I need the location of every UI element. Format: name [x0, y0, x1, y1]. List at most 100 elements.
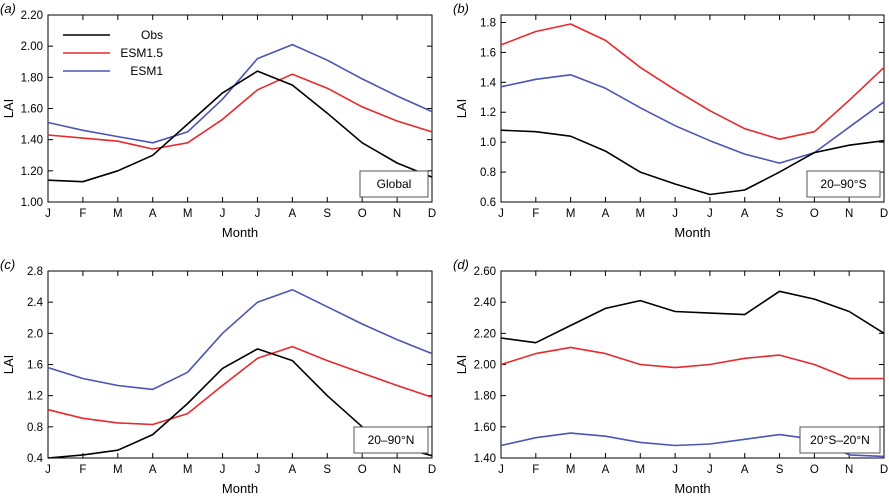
y-axis-label: LAI	[1, 99, 16, 119]
y-tick-label: 1.00	[21, 197, 43, 209]
y-tick-label: 2.60	[474, 266, 496, 278]
x-tick-label: S	[776, 464, 784, 476]
y-tick-label: 2.20	[474, 328, 496, 340]
x-tick-label: M	[183, 464, 193, 476]
x-axis-label: Month	[674, 481, 710, 496]
y-tick-label: 1.2	[27, 391, 43, 403]
legend-label: ESM1	[130, 64, 163, 78]
x-tick-label: A	[602, 208, 610, 220]
x-tick-label: A	[149, 208, 157, 220]
y-axis-label: LAI	[454, 355, 469, 375]
y-tick-label: 1.80	[21, 72, 43, 84]
y-tick-label: 2.00	[474, 360, 496, 372]
x-tick-label: M	[566, 208, 576, 220]
x-tick-label: F	[79, 464, 86, 476]
panel-label: (d)	[453, 257, 469, 272]
chart-panel-2: (b) 0.6 0.8 1.0 1.2 1.4 1.6 1.8 J F M A M J J A S O N D Mont…	[453, 1, 888, 240]
x-tick-label: S	[323, 208, 331, 220]
x-axis-label: Month	[674, 225, 710, 240]
y-tick-label: 1.4	[480, 77, 497, 89]
x-tick-label: N	[393, 208, 401, 220]
region-box	[806, 170, 881, 198]
chart-panel-3: (c) 0.4 0.8 1.2 1.6 2.0 2.4 2.8 J F M A M J J A S O N D Mont…	[0, 257, 436, 496]
y-tick-label: 2.4	[27, 297, 44, 309]
y-tick-label: 0.8	[27, 422, 43, 434]
x-tick-label: J	[255, 464, 261, 476]
y-tick-label: 0.4	[27, 453, 44, 465]
x-tick-label: M	[183, 208, 193, 220]
region-box	[353, 426, 429, 454]
x-tick-label: S	[323, 464, 331, 476]
y-tick-label: 1.60	[474, 422, 496, 434]
x-tick-label: J	[45, 208, 51, 220]
x-axis-label: Month	[222, 481, 258, 496]
region-box	[799, 426, 881, 454]
series-line-obs	[47, 70, 433, 183]
x-tick-label: F	[79, 208, 86, 220]
legend-label: Obs	[141, 28, 163, 42]
chart-panel-4: (d) 1.40 1.60 1.80 2.00 2.20 2.40 2.60 J F M A M J J A S…	[453, 257, 888, 496]
region-label: 20–90°S	[820, 177, 866, 191]
series-line-esm1-5	[47, 73, 433, 150]
x-tick-label: A	[289, 208, 297, 220]
x-tick-label: J	[45, 464, 51, 476]
series-line-esm1	[47, 43, 433, 144]
x-tick-label: D	[428, 464, 436, 476]
x-tick-label: O	[358, 208, 367, 220]
x-tick-label: N	[393, 464, 401, 476]
x-tick-label: J	[672, 464, 678, 476]
x-tick-label: D	[880, 208, 888, 220]
x-tick-label: A	[149, 464, 157, 476]
x-tick-label: O	[358, 464, 367, 476]
x-tick-label: M	[113, 464, 123, 476]
x-tick-label: J	[672, 208, 678, 220]
x-tick-label: J	[255, 208, 261, 220]
x-tick-label: M	[566, 464, 576, 476]
x-tick-label: N	[845, 208, 853, 220]
x-tick-label: J	[707, 464, 713, 476]
y-tick-label: 1.40	[474, 453, 496, 465]
y-tick-label: 1.8	[480, 17, 496, 29]
x-tick-label: M	[635, 464, 645, 476]
y-tick-label: 1.20	[21, 166, 43, 178]
y-tick-label: 2.00	[21, 41, 43, 53]
series-line-esm1-5	[500, 346, 884, 380]
y-tick-label: 1.80	[474, 391, 496, 403]
x-tick-label: D	[880, 464, 888, 476]
y-tick-label: 2.40	[474, 297, 496, 309]
x-tick-label: S	[776, 208, 784, 220]
y-tick-label: 1.2	[480, 107, 496, 119]
x-tick-label: A	[602, 464, 610, 476]
y-tick-label: 1.60	[21, 104, 43, 116]
x-tick-label: O	[810, 464, 819, 476]
y-tick-label: 1.40	[21, 135, 43, 147]
panel-label: (b)	[453, 1, 469, 16]
series-line-obs	[500, 129, 885, 196]
x-tick-label: M	[113, 208, 123, 220]
y-tick-label: 2.20	[21, 10, 43, 22]
y-tick-label: 1.6	[480, 47, 496, 59]
x-tick-label: O	[810, 208, 819, 220]
series-line-esm1	[47, 288, 433, 391]
legend-label: ESM1.5	[120, 46, 163, 60]
y-tick-label: 0.8	[480, 167, 496, 179]
series-line-esm1-5	[47, 345, 433, 426]
region-label: 20–90°N	[368, 433, 415, 447]
series-line-obs	[500, 290, 885, 344]
region-box	[359, 170, 429, 198]
y-axis-label: LAI	[1, 355, 16, 375]
x-tick-label: J	[220, 464, 226, 476]
x-tick-label: J	[498, 208, 504, 220]
region-label: Global	[377, 177, 412, 191]
y-tick-label: 1.0	[480, 137, 496, 149]
chart-panel-1: (a) 1.00 1.20 1.40 1.60 1.80 2.00 2.20 J F M A M J J A S…	[0, 1, 436, 240]
x-tick-label: F	[532, 464, 539, 476]
y-tick-label: 2.0	[27, 328, 43, 340]
y-tick-label: 2.8	[27, 266, 43, 278]
x-tick-label: A	[741, 208, 749, 220]
y-tick-label: 0.6	[480, 197, 496, 209]
x-tick-label: J	[220, 208, 226, 220]
plot-frame	[500, 14, 885, 203]
x-tick-label: M	[635, 208, 645, 220]
series-line-esm1	[500, 74, 885, 164]
